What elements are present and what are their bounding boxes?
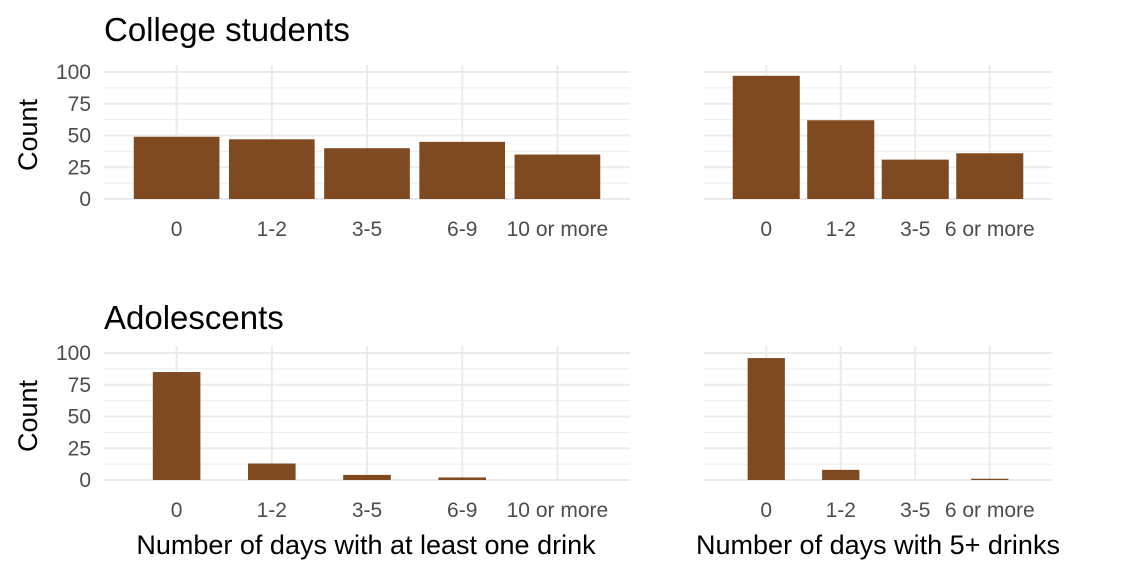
- x-tick-label-adolescent-any: 0: [171, 499, 183, 522]
- x-tick-label-college-any: 3-5: [352, 218, 382, 241]
- bar-adolescent-any-2: [343, 474, 391, 480]
- x-tick-label-adolescent-binge: 6 or more: [945, 499, 1035, 522]
- x-axis-label-right: Number of days with 5+ drinks: [696, 530, 1060, 560]
- bars-layer: [133, 75, 1024, 480]
- x-tick-label-adolescent-any: 10 or more: [507, 499, 609, 522]
- title-adolescents: Adolescents: [104, 299, 284, 336]
- bar-college-binge-3: [956, 153, 1024, 199]
- text-layer: College students Adolescents Count Count…: [13, 11, 1060, 560]
- bar-college-binge-1: [807, 120, 875, 199]
- y-tick-label-adolescent-any: 100: [56, 342, 91, 365]
- x-tick-label-adolescent-binge: 0: [760, 499, 772, 522]
- y-tick-label-college-any: 0: [79, 188, 91, 211]
- x-tick-label-college-any: 0: [171, 218, 183, 241]
- grid-layer: [104, 65, 1052, 481]
- bar-college-binge-0: [732, 75, 800, 199]
- y-tick-label-adolescent-any: 75: [68, 374, 91, 397]
- x-tick-label-college-binge: 6 or more: [945, 218, 1035, 241]
- y-tick-label-college-any: 25: [68, 156, 91, 179]
- y-axis-label-bottom: Count: [13, 379, 43, 452]
- y-tick-label-college-any: 75: [68, 93, 91, 116]
- bar-adolescent-any-0: [152, 372, 201, 480]
- x-tick-label-adolescent-any: 3-5: [352, 499, 382, 522]
- y-axis-label-top: Count: [13, 98, 43, 171]
- bar-college-any-1: [228, 139, 315, 199]
- x-tick-label-adolescent-any: 1-2: [257, 499, 287, 522]
- bar-college-binge-2: [881, 159, 949, 199]
- bar-college-any-2: [324, 148, 410, 199]
- title-college-students: College students: [104, 11, 350, 48]
- bar-adolescent-any-1: [248, 463, 296, 480]
- y-tick-label-college-any: 50: [68, 125, 91, 148]
- x-tick-label-college-any: 6-9: [447, 218, 477, 241]
- bar-adolescent-binge-0: [747, 358, 785, 480]
- x-axis-label-left: Number of days with at least one drink: [136, 530, 596, 560]
- y-tick-label-adolescent-any: 50: [68, 406, 91, 429]
- bar-adolescent-binge-3: [971, 478, 1009, 480]
- x-tick-label-adolescent-binge: 3-5: [900, 499, 930, 522]
- x-tick-label-adolescent-any: 6-9: [447, 499, 477, 522]
- x-tick-label-college-any: 10 or more: [507, 218, 609, 241]
- y-tick-label-adolescent-any: 25: [68, 437, 91, 460]
- x-tick-label-college-binge: 0: [760, 218, 772, 241]
- x-tick-label-college-any: 1-2: [257, 218, 287, 241]
- bar-college-any-0: [133, 136, 220, 199]
- x-tick-label-college-binge: 3-5: [900, 218, 930, 241]
- y-tick-label-college-any: 100: [56, 61, 91, 84]
- bar-adolescent-any-3: [438, 477, 486, 480]
- x-tick-label-adolescent-binge: 1-2: [826, 499, 856, 522]
- bar-adolescent-binge-1: [822, 469, 860, 480]
- bar-college-any-4: [514, 154, 601, 199]
- x-tick-label-college-binge: 1-2: [826, 218, 856, 241]
- bar-college-any-3: [419, 141, 506, 199]
- y-tick-label-adolescent-any: 0: [79, 469, 91, 492]
